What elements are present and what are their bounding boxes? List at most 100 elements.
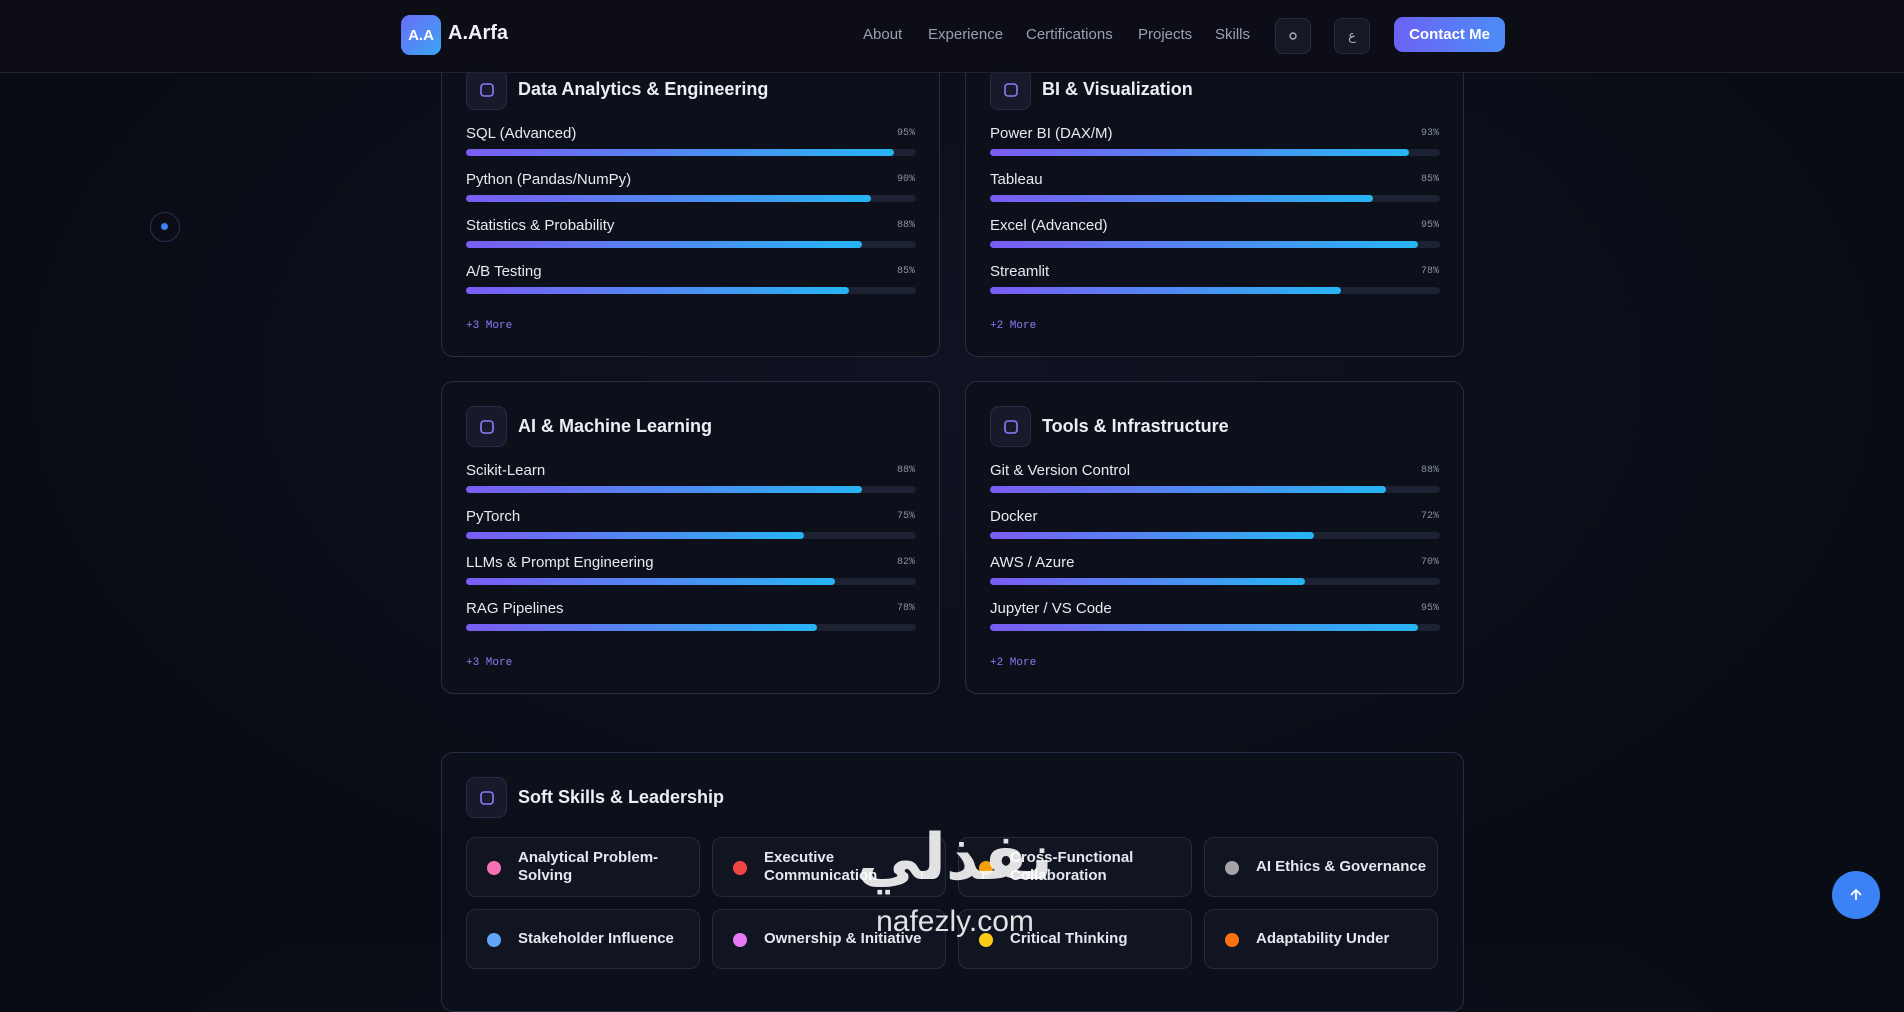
soft-skill-chip: Executive Communication [712,837,946,897]
skill-percent: 93% [1420,128,1439,139]
chip-icon [1225,933,1239,947]
card-icon [466,406,507,447]
card-icon [990,406,1031,447]
progress-bar [990,149,1409,156]
soft-skill-chip: Cross-Functional Collaboration [958,837,1192,897]
soft-skill-chip: Stakeholder Influence [466,909,700,969]
skill-name: Power BI (DAX/M) [990,125,1113,142]
soft-skill-chip: AI Ethics & Governance [1204,837,1438,897]
skill-name: Python (Pandas/NumPy) [466,171,632,188]
progress-track [990,149,1440,156]
progress-bar [990,532,1314,539]
skill-percent: 70% [1420,557,1439,568]
sun-icon [1289,32,1297,40]
chip-icon [1225,861,1239,875]
progress-bar [990,486,1386,493]
progress-track [466,195,916,202]
skill-name: Git & Version Control [990,462,1131,479]
navbar: A.A A.Arfa About Experience Certifications Pr… [0,0,1904,73]
icon [479,419,494,434]
nav-link[interactable]: About [863,26,903,43]
skill-percent: 85% [896,266,915,277]
progress-bar [466,149,894,156]
progress-track [990,578,1440,585]
skill-name: LLMs & Prompt Engineering [466,554,654,571]
skill-name: Tableau [990,171,1043,188]
skill-percent: 75% [896,511,915,522]
skill-percent: 95% [1420,603,1439,614]
progress-bar [990,241,1418,248]
lang-toggle[interactable]: ع [1334,18,1370,54]
card-title: Soft Skills & Leadership [518,787,725,807]
chip-label: Analytical Problem-Solving [518,849,659,884]
card-icon [990,69,1031,110]
chip-label: Executive Communication [764,849,878,884]
chip-label: Stakeholder Influence [518,930,674,947]
skill-name: Docker [990,508,1038,525]
more-toggle[interactable]: +3 More [466,320,513,332]
nav-link[interactable]: Projects [1138,26,1193,43]
nav-link[interactable]: Skills [1215,26,1251,43]
progress-bar [466,241,862,248]
chip-icon [487,861,501,875]
progress-track [990,624,1440,631]
skill-name: Excel (Advanced) [990,217,1108,234]
more-toggle[interactable]: +3 More [466,657,513,669]
skill-name: Statistics & Probability [466,217,615,234]
skill-card: Tools & Infrastructure Git & Version Cont… [965,381,1464,694]
icon [479,790,494,805]
skill-percent: 78% [1420,266,1439,277]
skill-percent: 85% [1420,174,1439,185]
chip-label: AI Ethics & Governance [1256,858,1427,875]
card-title: AI & Machine Learning [518,416,713,436]
skill-percent: 72% [1420,511,1439,522]
skill-card: AI & Machine Learning Scikit-Learn 88% PyTo… [441,381,940,694]
skill-name: Scikit-Learn [466,462,546,479]
brand[interactable]: A.Arfa [448,22,509,44]
skill-percent: 95% [896,128,915,139]
skill-name: Streamlit [990,263,1050,280]
skill-name: Jupyter / VS Code [990,600,1112,617]
progress-bar [990,287,1341,294]
card-title: Data Analytics & Engineering [518,79,769,99]
chip-label: Cross-Functional Collaboration [1010,849,1134,884]
card-title: BI & Visualization [1042,79,1193,99]
skill-percent: 88% [896,465,915,476]
card-title: Tools & Infrastructure [1042,416,1229,436]
scroll-top-button[interactable] [1832,871,1880,919]
progress-track [466,532,916,539]
chip-icon [733,933,747,947]
skill-name: AWS / Azure [990,554,1075,571]
progress-track [990,241,1440,248]
icon [479,82,494,97]
card-icon [466,69,507,110]
contact-button[interactable]: Contact Me [1394,17,1505,52]
logo[interactable]: A.A [401,15,441,55]
progress-track [466,486,916,493]
chip-icon [979,861,993,875]
soft-skill-chip: Adaptability Under [1204,909,1438,969]
more-toggle[interactable]: +2 More [990,657,1037,669]
progress-track [990,486,1440,493]
progress-bar [990,624,1418,631]
nav-link[interactable]: Certifications [1026,26,1113,43]
progress-track [466,241,916,248]
progress-bar [990,195,1373,202]
skill-card: Data Analytics & Engineering SQL (Advance… [441,44,940,357]
watermark-arabic: نفذلي [857,821,1053,893]
theme-toggle[interactable] [1275,18,1311,54]
progress-track [990,195,1440,202]
skill-percent: 78% [896,603,915,614]
chip-label: Adaptability Under [1256,930,1390,947]
skill-percent: 82% [896,557,915,568]
skill-name: A/B Testing [466,263,542,280]
more-toggle[interactable]: +2 More [990,320,1037,332]
icon [1003,419,1018,434]
progress-track [466,149,916,156]
progress-track [990,287,1440,294]
progress-bar [466,486,862,493]
progress-bar [466,532,804,539]
nav-link[interactable]: Experience [928,26,1004,43]
progress-track [466,578,916,585]
